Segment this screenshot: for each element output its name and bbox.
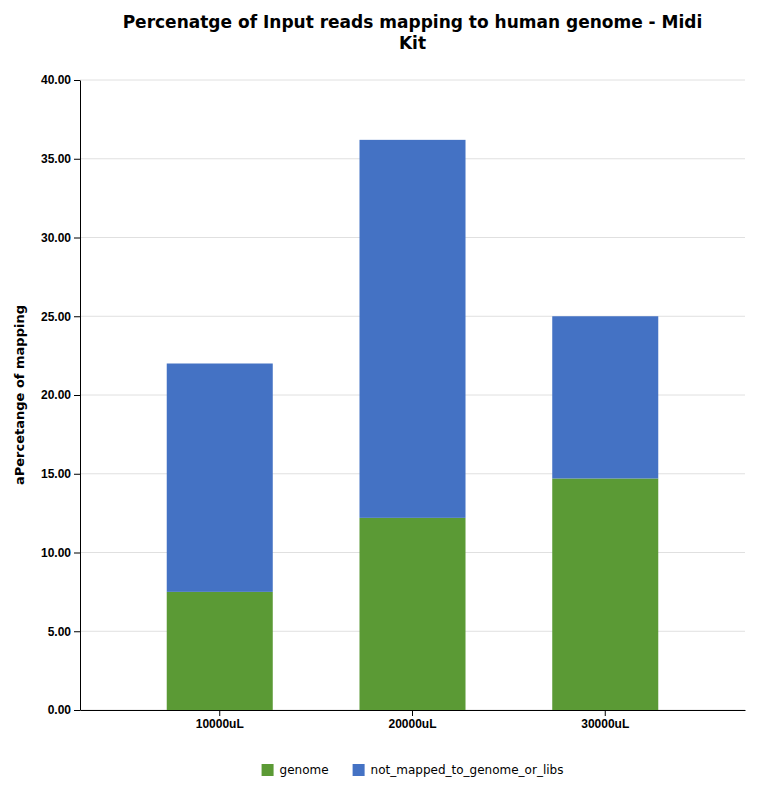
x-tick-label: 30000uL bbox=[581, 717, 629, 731]
bar bbox=[167, 592, 273, 710]
y-tick-mark bbox=[74, 631, 80, 632]
x-tick-mark bbox=[605, 710, 606, 716]
y-tick-mark bbox=[74, 553, 80, 554]
y-tick: 35.00 bbox=[41, 152, 80, 166]
y-tick-mark bbox=[74, 80, 80, 81]
y-tick-label: 30.00 bbox=[41, 231, 71, 245]
legend-label: not_mapped_to_genome_or_libs bbox=[371, 763, 564, 777]
y-tick-label: 10.00 bbox=[41, 546, 71, 560]
y-tick: 40.00 bbox=[41, 73, 80, 87]
plot: 0.00 5.00 10.00 15.00 20.00 25.00 30.00 35.00 40… bbox=[41, 73, 746, 730]
y-tick: 0.00 bbox=[48, 703, 80, 717]
y-tick-mark bbox=[74, 710, 80, 711]
bars bbox=[167, 140, 659, 710]
y-axis-line bbox=[80, 81, 81, 711]
chart: 0.00 5.00 10.00 15.00 20.00 25.00 30.00 35.00 40… bbox=[0, 0, 769, 800]
y-tick-label: 5.00 bbox=[48, 625, 72, 639]
title: Percenatge of Input reads mapping to hum… bbox=[123, 12, 703, 53]
x-tick-mark bbox=[412, 710, 413, 716]
x-tick: 10000uL bbox=[196, 710, 244, 731]
legend-item: genome bbox=[262, 763, 329, 777]
y-tick: 30.00 bbox=[41, 231, 80, 245]
bar bbox=[552, 478, 658, 710]
x-tick-mark bbox=[219, 710, 220, 716]
x-axis: 10000uL 20000uL 30000uL bbox=[81, 710, 746, 731]
y-tick-label: 15.00 bbox=[41, 467, 71, 481]
legend: genome not_mapped_to_genome_or_libs bbox=[262, 763, 564, 777]
y-tick-mark bbox=[74, 474, 80, 475]
y-tick-label: 0.00 bbox=[48, 703, 72, 717]
grid bbox=[80, 80, 745, 710]
grid-line bbox=[80, 80, 745, 81]
y-tick-mark bbox=[74, 238, 80, 239]
y-tick: 5.00 bbox=[48, 625, 80, 639]
y-tick: 20.00 bbox=[41, 388, 80, 402]
legend-item: not_mapped_to_genome_or_libs bbox=[353, 763, 564, 777]
y-tick-label: 20.00 bbox=[41, 388, 71, 402]
y-tick: 15.00 bbox=[41, 467, 80, 481]
series bbox=[167, 140, 659, 592]
y-tick-mark bbox=[74, 159, 80, 160]
bar bbox=[167, 364, 273, 592]
bar bbox=[552, 316, 658, 478]
legend-swatch bbox=[353, 764, 365, 776]
y-axis: 0.00 5.00 10.00 15.00 20.00 25.00 30.00 35.00 40… bbox=[41, 73, 81, 717]
x-tick-label: 20000uL bbox=[388, 717, 436, 731]
bar bbox=[359, 140, 465, 518]
y-tick-mark bbox=[74, 316, 80, 317]
bar bbox=[359, 518, 465, 710]
legend-label: genome bbox=[280, 763, 329, 777]
y-tick: 10.00 bbox=[41, 546, 80, 560]
y-tick-label: 40.00 bbox=[41, 73, 71, 87]
x-tick: 30000uL bbox=[581, 710, 629, 731]
y-tick-mark bbox=[74, 395, 80, 396]
y-tick: 25.00 bbox=[41, 310, 80, 324]
y-tick-label: 35.00 bbox=[41, 152, 71, 166]
x-tick-label: 10000uL bbox=[196, 717, 244, 731]
legend-swatch bbox=[262, 764, 274, 776]
y-tick-label: 25.00 bbox=[41, 310, 71, 324]
y-axis-title: aPercetange of mapping bbox=[12, 305, 27, 485]
x-tick: 20000uL bbox=[388, 710, 436, 731]
